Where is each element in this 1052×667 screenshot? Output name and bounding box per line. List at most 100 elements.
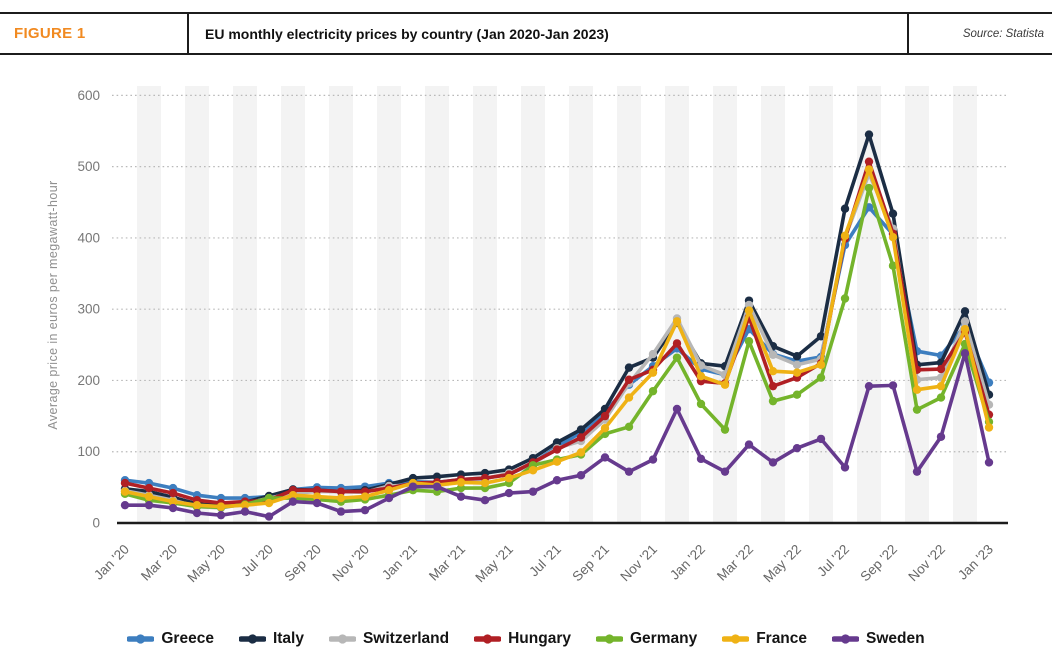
data-point-france — [528, 466, 538, 475]
data-point-france — [720, 380, 730, 389]
data-point-sweden — [624, 467, 634, 476]
x-tick-label: Nov '22 — [905, 542, 948, 585]
month-stripe — [713, 86, 737, 523]
legend-label-greece: Greece — [161, 630, 214, 647]
x-tick-label: Jan '23 — [955, 542, 996, 583]
data-point-sweden — [936, 432, 946, 441]
y-axis-ticks: 0 100 200 300 400 500 600 — [77, 88, 100, 531]
x-tick-label: Nov '21 — [617, 542, 660, 585]
x-tick-label: Jul '21 — [526, 542, 564, 580]
data-point-germany — [888, 261, 898, 270]
legend-marker-dot — [604, 634, 615, 644]
data-point-sweden — [432, 482, 442, 491]
legend-marker-dot — [731, 634, 741, 644]
figure-header: FIGURE 1 EU monthly electricity prices b… — [0, 12, 1052, 55]
series-france — [120, 165, 994, 511]
data-point-france — [552, 457, 562, 466]
data-point-italy — [888, 209, 898, 218]
series-sweden — [120, 349, 994, 521]
month-stripe — [521, 86, 545, 523]
legend-marker-france — [722, 634, 750, 644]
legend-marker-dot — [840, 634, 851, 644]
data-point-sweden — [696, 454, 706, 464]
data-point-france — [240, 500, 250, 510]
plot-background-stripes — [137, 86, 977, 523]
data-point-hungary — [144, 483, 154, 493]
month-stripe — [809, 86, 833, 523]
data-point-germany — [744, 337, 754, 346]
data-point-france — [192, 500, 202, 510]
data-point-hungary — [168, 488, 178, 498]
legend-marker-dot — [337, 634, 348, 644]
data-point-switzerland — [648, 349, 658, 359]
x-tick-label: Sep '22 — [857, 542, 900, 585]
data-point-switzerland — [768, 350, 778, 360]
legend-label-germany: Germany — [629, 630, 698, 647]
data-point-switzerland — [792, 360, 802, 369]
month-stripe — [137, 86, 161, 523]
data-point-sweden — [168, 503, 178, 513]
data-point-sweden — [888, 381, 898, 390]
data-point-sweden — [744, 440, 754, 449]
data-point-france — [888, 233, 898, 242]
data-point-france — [600, 424, 610, 433]
month-stripe — [185, 86, 209, 523]
x-tick-label: Jul '22 — [814, 542, 852, 580]
x-tick-label: Jan '20 — [91, 542, 132, 583]
data-point-sweden — [864, 381, 874, 391]
legend-item-sweden: Sweden — [832, 630, 925, 648]
data-point-hungary — [864, 157, 874, 166]
legend-marker-switzerland — [328, 634, 356, 644]
data-point-sweden — [480, 495, 490, 505]
data-point-germany — [912, 405, 922, 414]
chart-legend: Greece Italy Switzerland Hungary Germany Fran… — [0, 630, 1052, 648]
data-point-germany — [768, 396, 778, 406]
data-point-sweden — [120, 500, 130, 510]
data-point-sweden — [336, 507, 346, 516]
month-stripe — [377, 86, 401, 523]
data-point-sweden — [240, 507, 250, 516]
legend-marker-sweden — [832, 634, 860, 644]
month-stripe — [425, 86, 449, 523]
data-point-sweden — [600, 453, 610, 462]
data-point-france — [576, 448, 586, 457]
data-point-sweden — [984, 458, 994, 467]
month-stripe — [953, 86, 977, 523]
data-point-france — [312, 492, 322, 501]
y-axis-title: Average price in euros per megawatt-hour — [46, 180, 60, 429]
data-point-france — [792, 368, 802, 377]
data-point-hungary — [120, 478, 130, 488]
data-point-germany — [720, 425, 730, 434]
x-tick-label: Jul '20 — [238, 542, 276, 580]
x-tick-label: Mar '22 — [714, 542, 756, 584]
x-tick-label: May '21 — [472, 542, 516, 586]
legend-marker-greece — [127, 634, 155, 644]
data-point-france — [744, 306, 754, 315]
x-tick-label: Mar '21 — [426, 542, 468, 584]
data-point-france — [216, 502, 226, 511]
data-point-hungary — [600, 411, 610, 421]
data-point-sweden — [768, 458, 778, 467]
x-axis-ticks: Jan '20 Mar '20 May '20 Jul '20 Sep '20 Nov '… — [91, 542, 996, 586]
data-point-france — [936, 381, 946, 391]
y-tick-label: 100 — [77, 444, 100, 459]
data-point-france — [816, 360, 826, 369]
data-point-sweden — [360, 505, 370, 515]
legend-item-france: France — [722, 630, 807, 648]
legend-marker-dot — [247, 634, 258, 644]
data-point-france — [360, 492, 370, 501]
data-point-germany — [696, 399, 706, 409]
data-point-hungary — [936, 364, 946, 374]
legend-label-hungary: Hungary — [508, 630, 571, 647]
legend-item-switzerland: Switzerland — [328, 630, 449, 648]
month-stripe — [665, 86, 689, 523]
data-point-france — [960, 324, 970, 334]
data-point-italy — [624, 363, 634, 372]
legend-marker-dot — [483, 634, 493, 644]
y-tick-label: 0 — [92, 516, 100, 531]
data-point-italy — [816, 332, 826, 341]
data-point-france — [384, 486, 394, 495]
data-point-germany — [936, 393, 946, 402]
x-tick-label: Nov '20 — [329, 542, 372, 585]
data-point-france — [624, 393, 634, 402]
